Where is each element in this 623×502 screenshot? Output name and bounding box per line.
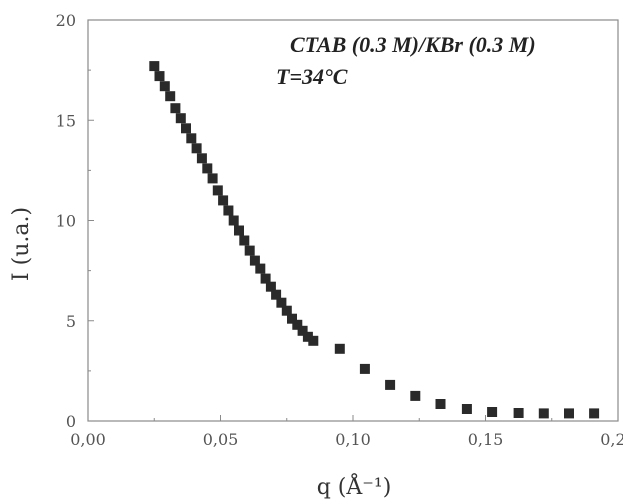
data-point <box>385 379 396 390</box>
data-point <box>513 408 524 418</box>
data-point <box>186 133 197 144</box>
data-point <box>249 255 260 266</box>
data-point <box>234 225 244 236</box>
data-point <box>265 281 276 292</box>
data-point <box>302 331 313 342</box>
data-point <box>487 407 498 417</box>
data-point <box>589 408 600 419</box>
data-point <box>212 185 223 196</box>
data-point <box>181 123 191 134</box>
x-tick-label: 0,10 <box>335 430 371 449</box>
data-point <box>435 399 446 409</box>
data-point <box>292 319 303 330</box>
annotation-sample: CTAB (0.3 M)/KBr (0.3 M) <box>290 32 536 57</box>
x-tick-label: 0,00 <box>70 430 106 449</box>
data-point <box>308 335 319 346</box>
y-tick-label: 15 <box>56 111 76 130</box>
x-tick-label: 0,20 <box>600 430 623 449</box>
data-point <box>165 91 176 102</box>
data-point <box>175 113 186 124</box>
data-point <box>461 404 472 414</box>
data-point <box>260 273 271 284</box>
plot-frame-group <box>87 19 619 422</box>
data-point <box>239 235 250 246</box>
data-point <box>202 163 213 174</box>
y-tick-label: 0 <box>66 412 76 431</box>
data-point <box>359 363 370 374</box>
data-point <box>244 245 255 256</box>
y-axis-label: I (u.a.) <box>9 207 34 281</box>
data-point <box>255 263 266 274</box>
x-tick-label: 0,15 <box>468 430 504 449</box>
data-point <box>191 143 202 154</box>
data-point <box>271 289 282 300</box>
annotation-temperature: T=34°C <box>276 64 348 89</box>
y-tick-label: 5 <box>66 312 76 331</box>
data-point <box>196 153 207 164</box>
data-point <box>564 408 574 419</box>
data-point <box>159 81 170 92</box>
data-point <box>154 71 165 82</box>
data-point <box>410 390 421 401</box>
data-point <box>228 215 239 226</box>
x-tick-label: 0,05 <box>203 430 239 449</box>
data-point <box>297 325 308 336</box>
data-point <box>276 297 287 308</box>
data-point <box>287 313 297 324</box>
data-point <box>218 195 229 206</box>
data-point <box>281 305 292 316</box>
data-points-group <box>149 61 600 419</box>
data-point <box>334 343 345 354</box>
data-point <box>149 61 160 72</box>
y-tick-label: 10 <box>56 212 76 231</box>
data-point <box>223 205 234 216</box>
data-point <box>538 408 549 419</box>
data-point <box>170 103 181 114</box>
data-point <box>207 173 218 184</box>
plot-frame <box>87 19 619 422</box>
x-axis-label: q (Å⁻¹) <box>317 472 392 500</box>
axis-ticks-group: 0,00 0,05 0,10 0,15 0,20 0 5 10 15 20 <box>56 11 623 449</box>
y-tick-label: 20 <box>56 11 76 30</box>
